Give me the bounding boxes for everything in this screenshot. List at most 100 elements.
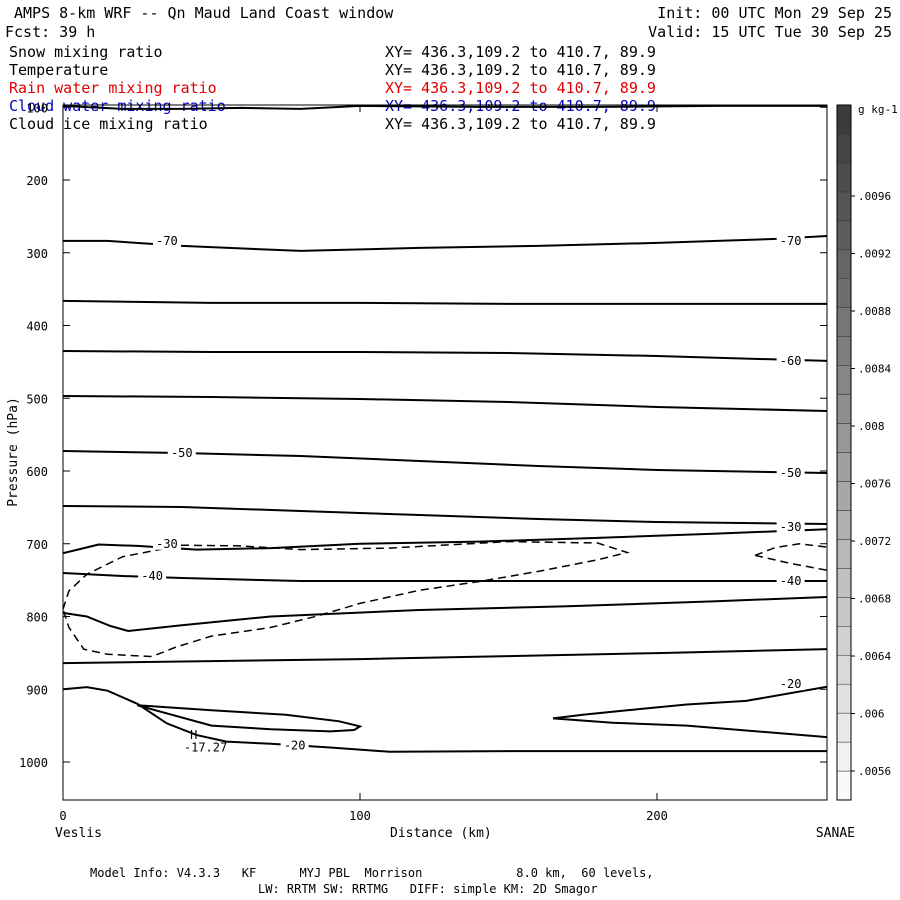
contour-label: -30 [780, 520, 802, 534]
valid-time: Valid: 15 UTC Tue 30 Sep 25 [648, 23, 892, 41]
colorbar-swatch [836, 336, 852, 366]
colorbar-swatch [836, 307, 852, 337]
y-tick-label: 500 [26, 392, 48, 406]
chart-title: AMPS 8-km WRF -- Qn Maud Land Coast wind… [14, 4, 394, 22]
x-tick-label: 100 [349, 809, 371, 823]
isotherm-line [137, 704, 363, 733]
colorbar-swatch [836, 770, 852, 801]
colorbar-swatch [836, 626, 852, 656]
colorbar-swatch [836, 510, 852, 540]
colorbar-tick-label: .008 [858, 420, 885, 433]
colorbar-swatch [836, 712, 852, 743]
x-end-label: SANAE [816, 826, 855, 841]
colorbar-swatch [836, 133, 852, 164]
label-mask [152, 537, 181, 550]
label-mask [776, 354, 805, 367]
colorbar-swatch [836, 104, 852, 135]
colorbar-tick-label: .0084 [858, 363, 891, 376]
contour-label: -20 [780, 677, 802, 691]
field-name: Rain water mixing ratio [9, 79, 217, 97]
isotherm-label: -40 [780, 574, 802, 588]
x-tick-label: 0 [59, 809, 66, 823]
x-start-label: Veslis [55, 826, 102, 841]
colorbar-unit: g kg-1 [858, 103, 898, 116]
label-mask [776, 467, 805, 480]
label-mask [152, 234, 181, 247]
label-mask [280, 739, 309, 752]
field-legend: Snow mixing ratio XY= 436.3,109.2 to 410.… [9, 43, 656, 133]
label-mask [138, 570, 167, 583]
label-mask [776, 678, 805, 691]
colorbar-swatch [836, 597, 852, 627]
y-tick-label: 400 [26, 320, 48, 334]
colorbar-tick-label: .0096 [858, 190, 891, 203]
field-xy: XY= 436.3,109.2 to 410.7, 89.9 [385, 115, 656, 133]
colorbar-swatch [836, 365, 852, 395]
colorbar-swatch [836, 568, 852, 598]
colorbar-swatch [836, 481, 852, 511]
colorbar-tick-label: .006 [858, 708, 885, 721]
label-mask [167, 446, 196, 459]
colorbar-swatch [836, 452, 852, 482]
colorbar-frame [836, 104, 852, 801]
colorbar-swatch [836, 249, 852, 280]
isotherm-line [63, 235, 827, 252]
plot-frame [62, 104, 828, 801]
y-axis: 100 200 300 400 500 600 700 800 900 1000 [19, 101, 827, 770]
field-xy: XY= 436.3,109.2 to 410.7, 89.9 [385, 61, 656, 79]
y-tick-label: 1000 [19, 756, 48, 770]
colorbar-swatch [836, 654, 852, 685]
y-axis-label: Pressure (hPa) [6, 397, 21, 507]
y-tick-label: 700 [26, 538, 48, 552]
y-tick-label: 100 [26, 101, 48, 115]
label-mask [776, 234, 805, 247]
colorbar-swatch [836, 683, 852, 714]
y-tick-label: 900 [26, 683, 48, 697]
isotherm-line [63, 350, 827, 362]
init-time: Init: 00 UTC Mon 29 Sep 25 [657, 4, 892, 22]
colorbar-swatch [836, 162, 852, 193]
isotherm-label: -70 [156, 234, 178, 248]
x-axis-label: Distance (km) [390, 826, 492, 841]
isotherm-label: -40 [141, 569, 163, 583]
y-tick-label: 300 [26, 247, 48, 261]
snow-mixing-contour [754, 554, 827, 572]
isotherm-line [63, 595, 827, 633]
contour-label: -30 [156, 537, 178, 551]
colorbar-tick-label: .0088 [858, 305, 891, 318]
isotherm-label: -50 [780, 466, 802, 480]
colorbar-swatch [836, 539, 852, 569]
model-info-line2: LW: RRTM SW: RRTMG DIFF: simple KM: 2D S… [258, 882, 598, 896]
label-mask [776, 521, 805, 534]
isotherm-line [63, 299, 827, 305]
isotherm-line [63, 395, 827, 412]
snow-mixing-contour [754, 543, 827, 557]
field-name: Snow mixing ratio [9, 43, 163, 61]
contour-label: H [190, 728, 197, 742]
colorbar-tick-label: .0072 [858, 535, 891, 548]
colorbar-tick-label: .0076 [858, 478, 891, 491]
colorbar-swatch [836, 220, 852, 251]
colorbar-tick-label: .0068 [858, 593, 891, 606]
isotherm-line [63, 648, 827, 665]
isotherm-line [63, 572, 827, 582]
colorbar-swatch [836, 741, 852, 772]
isotherm-line [63, 505, 827, 525]
colorbar-tick-label: .0092 [858, 248, 891, 261]
isotherm-line [63, 686, 827, 753]
isotherm-line [552, 717, 827, 739]
isotherm-label: -50 [171, 446, 193, 460]
isotherm-label: -70 [780, 234, 802, 248]
field-name: Cloud ice mixing ratio [9, 115, 208, 133]
contour-lines: -70 -70 -60 -50 -50 -40 -40 -30 -30 -20 -20 H-17.27 [63, 105, 827, 754]
colorbar-tick-label: .0064 [858, 650, 891, 663]
isotherm-line [63, 528, 827, 555]
field-xy: XY= 436.3,109.2 to 410.7, 89.9 [385, 43, 656, 61]
snow-mixing-contour [63, 540, 631, 658]
model-info-line1: Model Info: V4.3.3 KF MYJ PBL Morrison 8… [90, 866, 654, 880]
field-xy: XY= 436.3,109.2 to 410.7, 89.9 [385, 79, 656, 97]
isotherm-line [552, 685, 827, 720]
contour-label: -20 [284, 738, 306, 752]
y-tick-label: 600 [26, 465, 48, 479]
